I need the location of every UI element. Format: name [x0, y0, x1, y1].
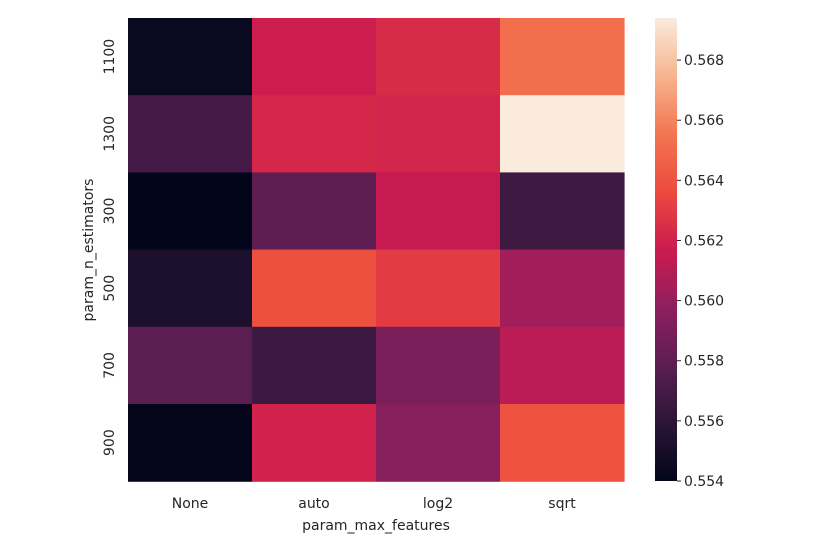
heatmap-cell	[500, 249, 625, 328]
heatmap-cell	[500, 18, 625, 96]
heatmap-cell	[252, 326, 377, 405]
x-axis-label: param_max_features	[302, 518, 450, 534]
colorbar	[655, 18, 677, 481]
x-axis-ticks: None auto log2 sqrt	[172, 496, 576, 512]
heatmap-cell	[500, 404, 625, 482]
heatmap-cell	[128, 172, 253, 251]
heatmap-cell	[128, 249, 253, 328]
colorbar-tick-label: 0.562	[684, 233, 724, 249]
heatmap-cell	[376, 326, 501, 405]
colorbar-tick-label: 0.560	[684, 294, 724, 310]
x-tick-label: auto	[298, 496, 330, 512]
colorbar-tick-label: 0.566	[684, 113, 724, 129]
y-tick-label: 1100	[102, 39, 118, 75]
y-tick-label: 300	[102, 198, 118, 225]
y-tick-label: 500	[102, 275, 118, 302]
colorbar-tick-label: 0.558	[684, 354, 724, 370]
y-axis-ticks: 1100 1300 300 500 700 900	[102, 39, 118, 456]
heatmap-cell	[128, 95, 253, 173]
heatmap-cell	[376, 18, 501, 96]
heatmap-cell	[128, 18, 253, 96]
heatmap-cell	[252, 172, 377, 251]
heatmap-cell	[500, 95, 625, 173]
heatmap-cell	[252, 249, 377, 328]
heatmap-cell	[376, 172, 501, 251]
heatmap-cell	[252, 404, 377, 482]
heatmap-cell	[128, 326, 253, 405]
x-tick-label: log2	[423, 496, 453, 512]
heatmap-cell	[128, 404, 253, 482]
x-tick-label: None	[172, 496, 209, 512]
colorbar-tick-label: 0.568	[684, 53, 724, 69]
heatmap-cell	[500, 326, 625, 405]
heatmap-cell	[376, 95, 501, 173]
y-axis-label: param_n_estimators	[81, 179, 97, 322]
colorbar-tick-label: 0.564	[684, 173, 724, 189]
y-tick-label: 900	[102, 429, 118, 456]
heatmap-cell	[376, 404, 501, 482]
y-tick-label: 1300	[102, 116, 118, 152]
x-tick-label: sqrt	[548, 496, 576, 512]
heatmap-cells	[128, 18, 625, 482]
heatmap-cell	[500, 172, 625, 251]
y-tick-label: 700	[102, 352, 118, 379]
colorbar-tick-label: 0.556	[684, 414, 724, 430]
colorbar-tick-label: 0.554	[684, 474, 724, 490]
heatmap-cell	[252, 95, 377, 173]
heatmap-cell	[252, 18, 377, 96]
heatmap-cell	[376, 249, 501, 328]
colorbar-ticks: 0.554 0.556 0.558 0.560 0.562 0.564 0.566 0.568	[677, 53, 724, 490]
